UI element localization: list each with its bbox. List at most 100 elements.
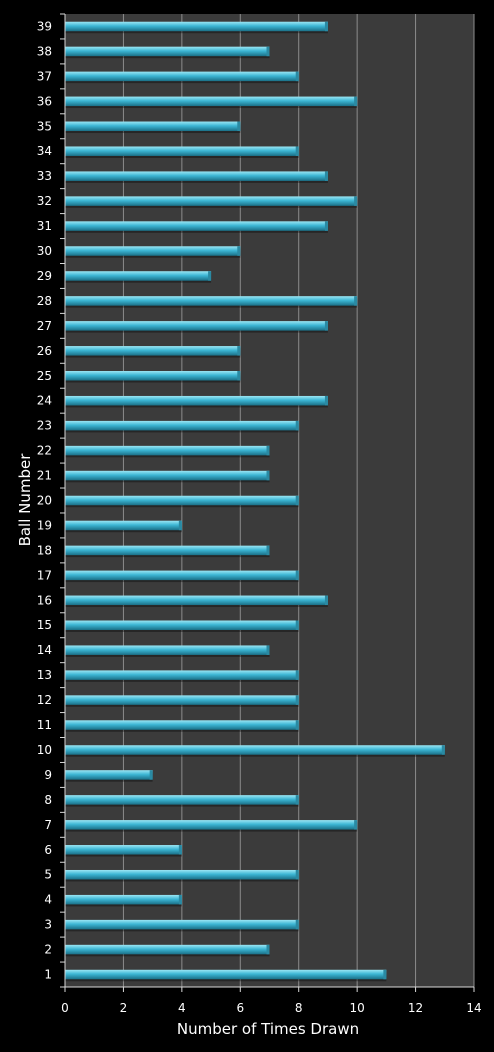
bar-end [266,470,270,481]
y-tick-label: 28 [37,294,52,308]
bar-end [324,595,328,606]
bar-body [65,670,299,680]
y-tick-label: 33 [37,169,52,183]
bar-body [65,495,299,506]
bar [65,221,328,233]
bar [65,720,299,732]
y-tick-label: 2 [44,943,52,957]
y-tick-label: 19 [37,518,52,532]
bar [65,121,241,134]
bar-end [354,96,358,107]
bar [65,21,328,34]
y-tick-label: 5 [44,868,52,882]
bar [65,695,299,707]
bar [65,495,299,508]
bar-end [237,246,241,256]
bar [65,445,270,458]
bar [65,346,241,358]
bar-body [65,96,358,107]
y-tick-label: 30 [37,244,52,258]
bar-body [65,470,270,481]
bar-end [266,46,270,57]
y-tick-label: 10 [37,743,52,757]
bar-body [65,21,328,32]
bar-body [65,121,241,132]
bar-end [266,545,270,556]
bar-end [295,71,299,82]
bar-body [65,820,358,830]
bar-end [295,420,299,431]
y-tick-label: 18 [37,543,52,557]
bar-end [295,620,299,630]
bar [65,420,299,433]
y-tick-label: 8 [44,793,52,807]
bar [65,770,153,782]
bar-end [354,820,358,830]
y-tick-label: 3 [44,918,52,932]
bar [65,196,358,208]
bar-body [65,720,299,730]
bar-body [65,171,328,181]
y-tick-label: 7 [44,818,52,832]
bar-end [266,445,270,456]
bar [65,371,241,383]
y-tick-label: 38 [37,44,52,58]
y-tick-label: 36 [37,94,52,108]
bar-body [65,919,299,930]
bar-end [295,495,299,506]
bar [65,645,270,657]
x-tick-label: 12 [408,1001,423,1015]
bar [65,670,299,682]
y-tick-label: 37 [37,69,52,83]
bar [65,321,328,333]
y-tick-label: 32 [37,194,52,208]
bar-body [65,545,270,556]
bar-body [65,420,299,431]
y-tick-label: 17 [37,568,52,582]
bar-body [65,745,445,755]
bar-end [295,670,299,680]
bar-end [208,271,212,281]
bar-end [324,221,328,231]
bar-end [178,520,182,531]
bar-end [237,121,241,132]
bar-end [441,745,445,755]
bar-body [65,445,270,456]
bar [65,71,299,84]
bar-end [324,171,328,181]
bar [65,246,241,258]
bar [65,470,270,483]
bar-end [295,720,299,730]
bar-body [65,395,328,406]
y-tick-label: 34 [37,144,52,158]
bar-body [65,770,153,780]
x-tick-label: 10 [350,1001,365,1015]
bar-body [65,271,212,281]
bars [65,21,445,982]
bar-end [324,321,328,331]
y-tick-label: 1 [44,968,52,982]
bar-end [295,869,299,880]
bar-body [65,196,358,206]
y-tick-label: 24 [37,394,52,408]
bar-body [65,371,241,381]
x-tick-label: 14 [466,1001,481,1015]
x-tick-label: 2 [120,1001,128,1015]
bar-body [65,520,182,531]
bar-end [295,570,299,581]
bar-end [324,395,328,406]
y-tick-label: 9 [44,768,52,782]
bar-end [178,894,182,905]
bar-body [65,221,328,231]
bar [65,944,270,957]
bar-body [65,595,328,606]
y-tick-label: 21 [37,469,52,483]
y-tick-label: 27 [37,319,52,333]
bar [65,520,182,533]
bar [65,845,182,857]
y-tick-label: 29 [37,269,52,283]
bar [65,46,270,59]
bar [65,271,212,283]
y-tick-label: 16 [37,593,52,607]
y-tick-label: 20 [37,494,52,508]
